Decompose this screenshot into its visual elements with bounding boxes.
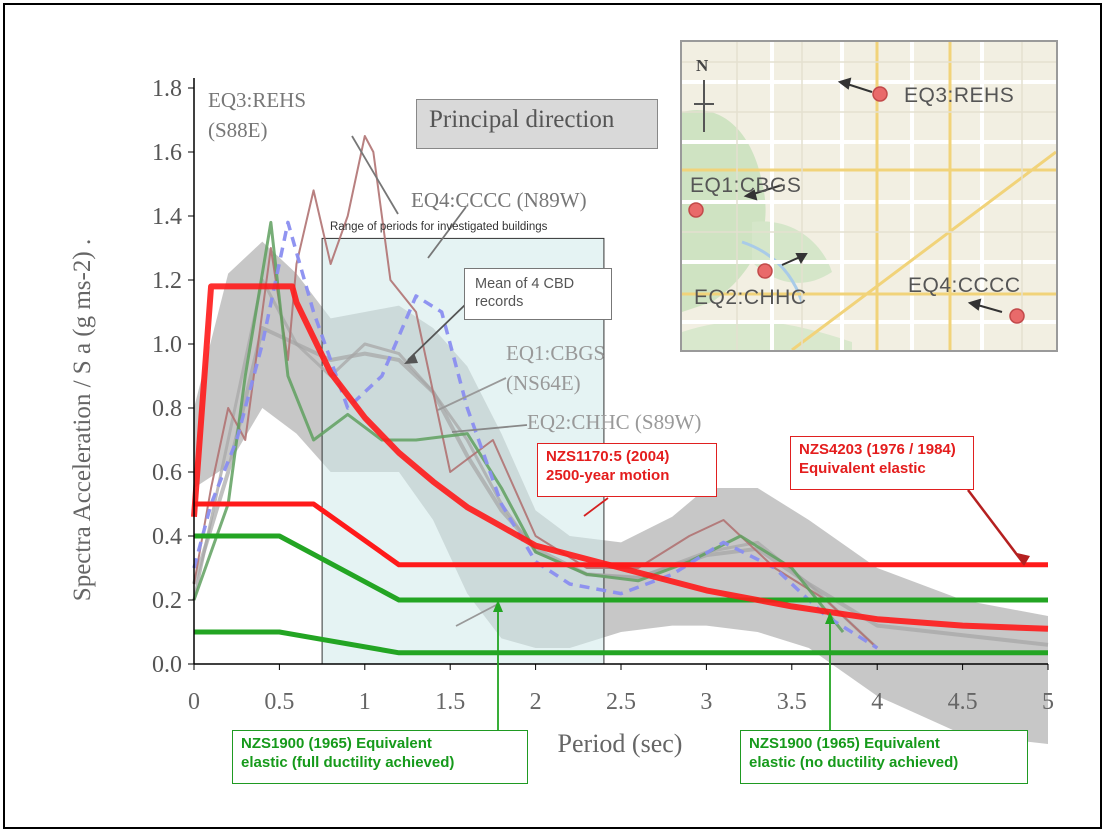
north-arrow-icon bbox=[694, 80, 714, 132]
series-line-1 bbox=[194, 501, 1048, 568]
leader-line bbox=[407, 301, 469, 361]
y-tick-label: 0.8 bbox=[152, 396, 182, 422]
y-axis-label: Spectra Acceleration / S a (g ms-2) . bbox=[69, 239, 96, 601]
leader-arrowhead bbox=[404, 353, 418, 364]
principal-direction-label: Principal direction bbox=[416, 99, 658, 149]
y-tick-label: 1.2 bbox=[152, 268, 182, 294]
nzs1900-full-box: NZS1900 (1965) Equivalent elastic (full … bbox=[232, 730, 528, 784]
nzs1170-box: NZS1170:5 (2004) 2500-year motion bbox=[537, 443, 717, 497]
leader-line bbox=[351, 135, 399, 215]
x-tick-label: 3 bbox=[700, 689, 712, 715]
series-line-3 bbox=[194, 629, 1048, 656]
series-line-5 bbox=[192, 220, 879, 650]
map-label-chhc: EQ2:CHHC bbox=[694, 286, 807, 309]
y-tick-label: 1.8 bbox=[152, 76, 182, 102]
map-north-label: N bbox=[696, 56, 709, 75]
x-tick-label: 1.5 bbox=[435, 689, 465, 715]
station-location-map: N EQ3:REHS EQ1:CBGS EQ2:CHHC EQ4:CCCC bbox=[680, 40, 1058, 352]
nzs1900-none-line2: elastic (no ductility achieved) bbox=[749, 753, 959, 771]
series-line-4 bbox=[193, 135, 878, 649]
nzs1900-none-box: NZS1900 (1965) Equivalent elastic (no du… bbox=[740, 730, 1028, 784]
eq3-label-line2: (S88E) bbox=[208, 118, 268, 142]
mean-records-text: Mean of 4 CBD records bbox=[475, 276, 575, 311]
eq1-label-line1: EQ1:CBGS bbox=[506, 341, 605, 365]
nzs4203-line1: NZS4203 (1976 / 1984) bbox=[799, 441, 956, 458]
station-markers bbox=[688, 86, 1025, 324]
nzs4203-line2: Equivalent elastic bbox=[799, 459, 926, 477]
x-tick-label: 2.5 bbox=[606, 689, 636, 715]
leader-arrowhead bbox=[493, 600, 503, 612]
eq4-label: EQ4:CCCC (N89W) bbox=[411, 188, 587, 212]
y-tick-label: 0.2 bbox=[152, 588, 182, 614]
series-line-6 bbox=[192, 278, 879, 650]
period-range-label: Range of periods for investigated buildi… bbox=[330, 221, 548, 233]
station-marker-cccc bbox=[1009, 308, 1025, 324]
nzs4203-box: NZS4203 (1976 / 1984) Equivalent elastic bbox=[790, 436, 974, 490]
map-streets bbox=[682, 42, 1056, 350]
nzs1900-none-line1: NZS1900 (1965) Equivalent bbox=[749, 735, 940, 752]
eq1-label-line2: (NS64E) bbox=[506, 371, 581, 395]
map-label-cbgs: EQ1:CBGS bbox=[690, 174, 802, 197]
leader-arrowhead bbox=[1017, 553, 1030, 566]
series-line-0 bbox=[191, 283, 1049, 632]
leader-line bbox=[427, 206, 467, 259]
map-label-rehs: EQ3:REHS bbox=[904, 84, 1015, 107]
x-tick-label: 4 bbox=[871, 689, 883, 715]
y-tick-label: 0.4 bbox=[152, 524, 182, 550]
y-tick-label: 1.6 bbox=[152, 140, 182, 166]
nzs1170-line1: NZS1170:5 (2004) bbox=[546, 448, 670, 465]
leader-line bbox=[455, 603, 499, 627]
x-tick-label: 0.5 bbox=[264, 689, 294, 715]
x-axis-label: Period (sec) bbox=[558, 729, 683, 758]
x-tick-label: 1 bbox=[359, 689, 371, 715]
map-label-cccc: EQ4:CCCC bbox=[908, 274, 1021, 297]
station-marker-cbgs bbox=[688, 202, 704, 218]
y-tick-label: 1.0 bbox=[152, 332, 182, 358]
leader-arrowhead bbox=[825, 612, 835, 624]
leader-line bbox=[451, 424, 528, 433]
y-tick-label: 1.4 bbox=[152, 204, 182, 230]
leader-line bbox=[583, 497, 609, 517]
y-tick-label: 0.0 bbox=[152, 652, 182, 678]
nzs1900-full-line2: elastic (full ductility achieved) bbox=[241, 753, 455, 771]
nzs1170-line2: 2500-year motion bbox=[546, 466, 670, 484]
station-marker-chhc bbox=[757, 263, 773, 279]
x-tick-label: 5 bbox=[1042, 689, 1054, 715]
mean-records-box: Mean of 4 CBD records bbox=[464, 268, 612, 320]
eq3-label-line1: EQ3:REHS bbox=[208, 88, 306, 112]
y-tick-label: 0.6 bbox=[152, 460, 182, 486]
leader-line bbox=[967, 489, 1025, 565]
x-tick-label: 4.5 bbox=[948, 689, 978, 715]
series-line-8 bbox=[192, 326, 1049, 647]
eq2-label: EQ2:CHHC (S89W) bbox=[527, 410, 701, 434]
series-line-2 bbox=[194, 533, 1048, 603]
station-marker-rehs bbox=[872, 86, 888, 102]
x-tick-label: 2 bbox=[530, 689, 542, 715]
leader-line bbox=[437, 377, 507, 411]
nzs1900-full-line1: NZS1900 (1965) Equivalent bbox=[241, 735, 432, 752]
x-tick-label: 3.5 bbox=[777, 689, 807, 715]
x-tick-label: 0 bbox=[188, 689, 200, 715]
